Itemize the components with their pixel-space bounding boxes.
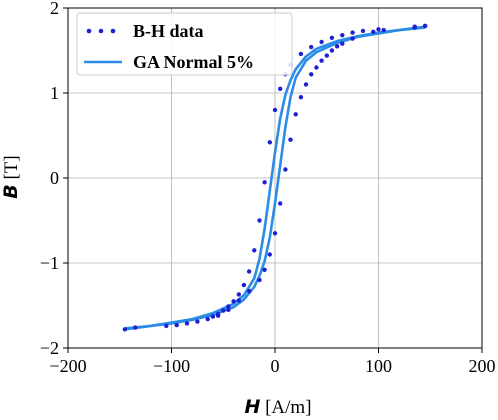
data-point xyxy=(257,277,262,283)
axis-ticks: −200 −100 0 100 200 −2 −1 0 1 2 xyxy=(40,0,496,376)
data-point xyxy=(184,321,190,326)
data-point xyxy=(309,44,314,50)
data-point xyxy=(303,82,309,87)
legend-label-data: B-H data xyxy=(133,21,204,41)
data-point xyxy=(231,299,236,304)
data-point xyxy=(272,231,278,236)
data-point xyxy=(262,180,267,185)
y-tick-label: 0 xyxy=(50,168,59,188)
legend: B-H data GA Normal 5% xyxy=(76,12,293,76)
data-point xyxy=(164,323,169,329)
data-point xyxy=(324,53,329,58)
data-point xyxy=(267,140,272,145)
data-point xyxy=(267,252,272,257)
data-point xyxy=(205,316,210,322)
data-point xyxy=(288,137,293,142)
legend-marker-data xyxy=(110,28,116,34)
data-point xyxy=(319,39,324,45)
legend-marker-data xyxy=(86,28,92,34)
data-point xyxy=(215,313,221,318)
data-point xyxy=(278,86,283,92)
x-tick-label: −200 xyxy=(49,356,86,376)
data-point xyxy=(334,44,340,49)
data-point xyxy=(360,28,366,34)
data-point xyxy=(350,30,355,35)
data-point xyxy=(133,325,138,330)
data-point xyxy=(262,267,267,272)
data-point xyxy=(376,27,381,32)
y-tick-label: 1 xyxy=(50,83,59,103)
data-point xyxy=(412,25,417,30)
x-axis-symbol: H xyxy=(244,396,260,418)
data-point xyxy=(422,23,428,29)
y-tick-label: 2 xyxy=(50,0,59,18)
data-point xyxy=(236,292,241,297)
x-tick-label: 200 xyxy=(469,356,496,376)
data-point xyxy=(174,322,179,328)
legend-box xyxy=(76,12,293,76)
data-point xyxy=(319,58,324,63)
data-point xyxy=(221,308,226,313)
fit-curve xyxy=(124,25,426,330)
x-tick-label: 0 xyxy=(271,356,280,376)
data-point xyxy=(278,201,283,206)
data-point xyxy=(246,288,252,294)
data-point xyxy=(350,36,355,41)
data-point xyxy=(298,95,304,100)
y-axis-label: B [T] xyxy=(0,155,22,199)
legend-marker-data xyxy=(98,28,104,34)
data-point xyxy=(340,33,345,38)
legend-label-fit: GA Normal 5% xyxy=(133,52,254,72)
data-point xyxy=(236,298,241,303)
data-point xyxy=(371,29,376,34)
data-point xyxy=(283,167,288,172)
x-tick-label: −100 xyxy=(153,356,190,376)
data-point xyxy=(298,51,304,57)
data-point xyxy=(293,112,298,117)
data-point xyxy=(309,72,314,77)
x-axis-label: H [A/m] xyxy=(244,396,311,418)
data-point xyxy=(272,107,278,113)
data-point xyxy=(195,319,200,324)
x-axis-unit: [A/m] xyxy=(260,397,311,418)
x-tick-label: 100 xyxy=(365,356,392,376)
data-point xyxy=(122,327,128,332)
y-tick-label: −2 xyxy=(40,338,59,358)
data-point xyxy=(226,307,231,312)
data-point xyxy=(246,269,252,274)
data-point xyxy=(340,41,345,46)
plot-series xyxy=(122,23,428,332)
data-point xyxy=(210,314,216,319)
fit-curve xyxy=(124,26,426,331)
data-point xyxy=(381,27,386,33)
y-axis-symbol: B xyxy=(0,184,22,198)
data-point xyxy=(314,65,319,70)
data-point xyxy=(329,35,335,40)
data-point xyxy=(252,248,257,253)
data-point xyxy=(329,48,335,53)
data-point xyxy=(257,218,262,223)
y-tick-label: −1 xyxy=(40,253,59,273)
data-point xyxy=(226,304,231,309)
y-axis-unit: [T] xyxy=(1,155,22,184)
data-point xyxy=(241,282,247,288)
